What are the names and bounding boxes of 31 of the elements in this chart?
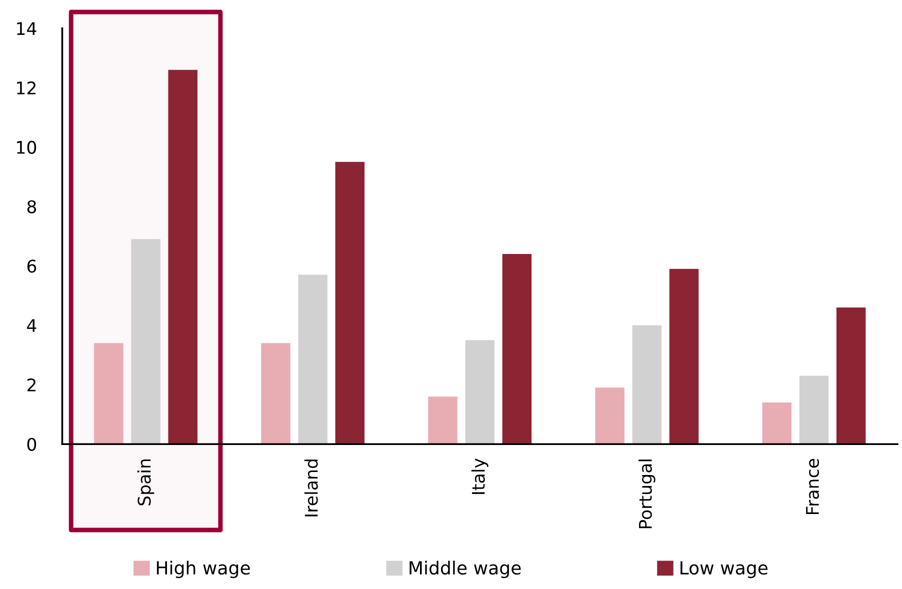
bar: [836, 307, 866, 444]
y-tick-label: 10: [17, 140, 36, 154]
y-tick-label: 8: [27, 200, 36, 214]
bar: [502, 254, 532, 444]
legend-label: Low wage: [680, 561, 768, 578]
bar: [632, 325, 662, 444]
x-tick-label: Portugal: [638, 460, 656, 528]
y-tick-label: 2: [27, 378, 36, 392]
x-tick-label: Spain: [137, 459, 154, 506]
y-tick-label: 0: [27, 438, 36, 451]
legend-label: Middle wage: [410, 560, 521, 578]
y-tick-label: 4: [27, 319, 36, 332]
y-tick-label: 6: [27, 260, 36, 273]
x-tick-label: France: [806, 458, 819, 514]
bar: [94, 343, 124, 444]
bar: [595, 388, 624, 444]
legend-label: High wage: [156, 560, 250, 578]
bar: [465, 340, 494, 444]
bar: [261, 343, 290, 444]
bar: [131, 239, 160, 444]
bar: [799, 376, 829, 444]
bar: [669, 268, 699, 444]
bar: [335, 162, 365, 444]
bar: [168, 70, 198, 444]
y-tick-label: 12: [17, 81, 36, 94]
x-tick-label: Ireland: [304, 460, 318, 516]
bar: [298, 274, 328, 444]
bar: [762, 402, 792, 444]
y-tick-label: 14: [17, 22, 36, 35]
bar: [428, 396, 458, 444]
x-tick-label: Italy: [471, 458, 488, 494]
